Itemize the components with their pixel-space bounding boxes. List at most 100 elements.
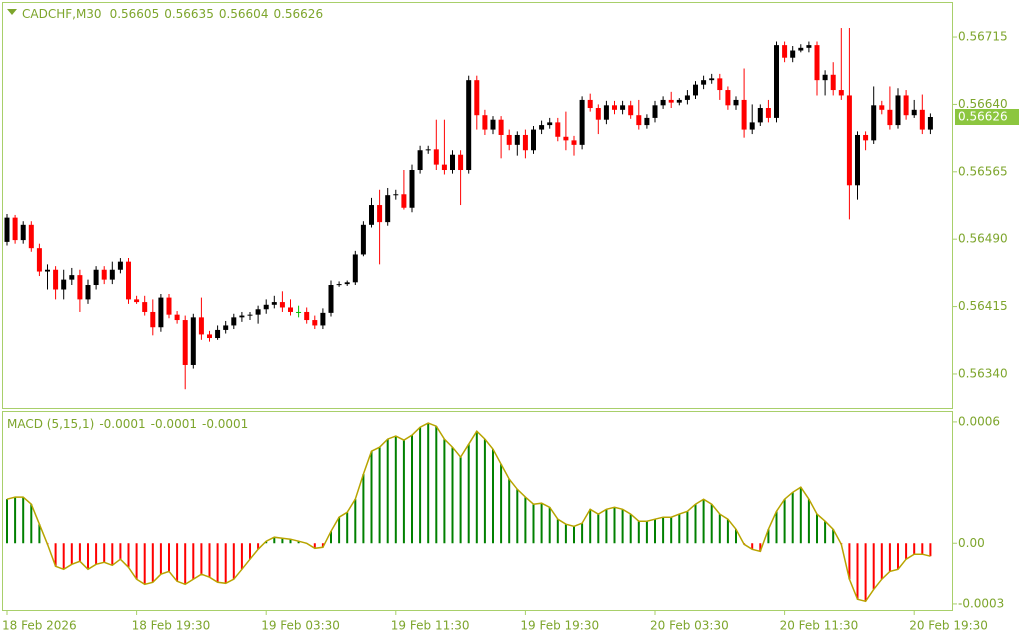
candle-body: [919, 109, 925, 130]
candle-body: [271, 302, 277, 305]
candle-body: [911, 109, 917, 116]
candle-body: [174, 314, 180, 321]
candle-body: [190, 317, 196, 365]
histogram-bar: [370, 451, 373, 544]
histogram-bar: [330, 531, 332, 544]
candle-body: [360, 224, 366, 255]
histogram-bar: [419, 427, 422, 544]
candle-body: [522, 134, 528, 151]
candle-body: [644, 117, 650, 126]
candle-body: [725, 90, 731, 106]
candle-body: [255, 309, 261, 315]
histogram-bar: [694, 504, 697, 544]
candle-body: [927, 117, 933, 130]
candle-body: [668, 99, 674, 103]
histogram-bar: [273, 537, 276, 544]
histogram-bar: [62, 543, 65, 570]
candle-body: [814, 45, 820, 81]
y-tick-label: 0.56415: [958, 299, 1008, 313]
x-tick-label: 20 Feb 11:30: [780, 619, 859, 633]
candle-body: [117, 261, 123, 270]
histogram-bar: [103, 543, 106, 563]
collapse-arrow[interactable]: [7, 9, 17, 15]
candle-body: [733, 99, 739, 106]
histogram-bar: [281, 538, 284, 544]
candle-body: [344, 282, 350, 285]
candle-body: [855, 134, 860, 186]
histogram-bar: [767, 529, 770, 544]
candle-body: [441, 164, 447, 171]
candle-body: [474, 80, 480, 116]
histogram-bar: [807, 499, 810, 544]
histogram-bar: [22, 497, 25, 544]
histogram-bar: [54, 543, 57, 567]
candle-body: [903, 95, 909, 116]
histogram-bar: [718, 514, 721, 544]
histogram-bar: [702, 499, 705, 544]
histogram-bar: [386, 439, 389, 544]
histogram-bar: [451, 447, 454, 544]
y-tick-label: 0.0006: [958, 414, 1000, 428]
histogram-bar: [362, 474, 365, 544]
x-tick-label: 19 Feb 19:30: [520, 619, 599, 633]
histogram-bar: [556, 519, 559, 544]
candle-body: [61, 279, 67, 290]
histogram-bar: [87, 543, 89, 570]
histogram-bar: [589, 509, 592, 544]
histogram-bar: [897, 543, 899, 570]
candle-body: [636, 115, 642, 126]
y-tick-label: 0.56640: [958, 97, 1008, 111]
candle-body: [239, 315, 245, 318]
current-price-label: 0.56626: [958, 110, 1008, 124]
candle-body: [555, 122, 561, 137]
candle-body: [77, 275, 83, 300]
candle-body: [134, 299, 140, 303]
histogram-bar: [313, 543, 316, 549]
header-high: 0.56635: [164, 7, 214, 21]
header-open: 0.56605: [110, 7, 160, 21]
candle-body: [377, 205, 383, 223]
histogram-bar: [192, 543, 195, 580]
candle-body: [393, 194, 399, 196]
histogram-bar: [200, 543, 203, 575]
histogram-bar: [459, 457, 462, 544]
histogram-bar: [216, 543, 219, 583]
histogram-bar: [629, 514, 632, 544]
y-tick-label: 0.00: [958, 536, 985, 550]
signal-line: [6, 422, 931, 603]
histogram-bar: [645, 521, 648, 544]
histogram-bar: [289, 539, 292, 544]
candle-body: [296, 311, 302, 313]
histogram-bar: [443, 439, 446, 544]
histogram-bar: [759, 543, 762, 552]
histogram-bar: [119, 543, 122, 560]
candle-body: [231, 317, 237, 326]
candle-body: [279, 302, 285, 308]
candle-body: [336, 284, 342, 286]
histogram-bar: [775, 511, 778, 544]
candle-body: [603, 105, 609, 120]
histogram-bar: [176, 543, 179, 582]
histogram-bar: [597, 514, 600, 544]
histogram-bar: [678, 514, 681, 544]
symbol: CADCHF,M30: [22, 7, 102, 21]
histogram-bar: [726, 519, 729, 544]
candle-body: [806, 45, 812, 48]
macd-header: MACD (5,15,1) -0.0001 -0.0001 -0.0001: [7, 417, 248, 431]
candle-body: [652, 105, 658, 118]
histogram-bar: [500, 464, 503, 544]
histogram-bar: [257, 543, 260, 550]
histogram-bar: [151, 543, 154, 583]
candle-body: [385, 195, 391, 223]
candle-body: [822, 74, 828, 81]
candle-body: [701, 80, 707, 85]
macd-value: -0.0001: [99, 417, 145, 431]
histogram-bar: [791, 492, 794, 544]
candle-body: [830, 74, 836, 91]
histogram-bar: [905, 543, 908, 560]
candle-body: [198, 317, 204, 335]
candle-body: [328, 285, 334, 313]
histogram-bar: [832, 529, 835, 544]
candle-body: [871, 105, 877, 141]
